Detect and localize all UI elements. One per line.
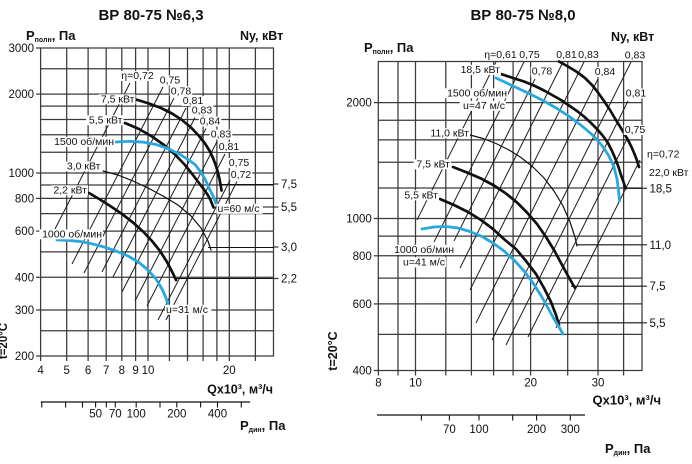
svg-text:Nу, кВт: Nу, кВт	[611, 30, 654, 44]
svg-text:800: 800	[15, 193, 34, 205]
svg-text:Рполн, Па: Рполн, Па	[364, 40, 414, 56]
svg-text:100: 100	[469, 424, 488, 436]
svg-text:18,5 кВт: 18,5 кВт	[461, 64, 501, 76]
svg-text:70: 70	[443, 424, 456, 436]
svg-text:400: 400	[353, 366, 372, 378]
svg-text:600: 600	[15, 226, 34, 238]
svg-text:400: 400	[15, 272, 34, 284]
svg-text:10: 10	[142, 365, 155, 377]
svg-text:800: 800	[353, 251, 372, 263]
svg-text:Рполн, Па: Рполн, Па	[26, 28, 76, 44]
svg-text:1000: 1000	[9, 168, 35, 180]
svg-text:t=20°C: t=20°C	[326, 331, 340, 370]
svg-text:1000 об/мин: 1000 об/мин	[42, 229, 102, 241]
svg-text:1000 об/мин: 1000 об/мин	[394, 244, 454, 256]
svg-text:0,83: 0,83	[211, 129, 232, 141]
svg-text:3,0: 3,0	[281, 242, 297, 254]
svg-text:8: 8	[119, 365, 125, 377]
svg-text:20: 20	[223, 365, 236, 377]
svg-text:η=0,72: η=0,72	[647, 149, 680, 161]
svg-text:t=20°C: t=20°C	[0, 323, 10, 359]
svg-text:400: 400	[208, 409, 227, 421]
svg-text:7: 7	[103, 365, 109, 377]
svg-text:Рдин, Па: Рдин, Па	[240, 418, 286, 434]
svg-text:ВР 80-75 №8,0: ВР 80-75 №8,0	[470, 7, 575, 24]
svg-text:3000: 3000	[9, 43, 35, 55]
svg-text:4: 4	[37, 365, 44, 377]
svg-text:ВР 80-75 №6,3: ВР 80-75 №6,3	[98, 7, 203, 24]
svg-text:10: 10	[409, 378, 422, 390]
svg-text:5,5 кВт: 5,5 кВт	[404, 190, 438, 202]
svg-text:30: 30	[592, 378, 605, 390]
svg-text:9: 9	[132, 365, 138, 377]
svg-text:2,2 кВт: 2,2 кВт	[53, 185, 87, 197]
svg-text:6: 6	[85, 365, 91, 377]
svg-text:0,83: 0,83	[625, 50, 646, 62]
svg-text:1500 об/мин: 1500 об/мин	[54, 136, 114, 148]
svg-text:Qх10³, м³/ч: Qх10³, м³/ч	[593, 393, 661, 408]
svg-text:100: 100	[127, 409, 146, 421]
svg-text:0,75: 0,75	[160, 75, 181, 87]
svg-text:2,2: 2,2	[281, 274, 297, 286]
svg-text:Qх10³, м³/ч: Qх10³, м³/ч	[207, 383, 273, 397]
svg-text:0,83: 0,83	[578, 49, 599, 61]
svg-text:0,84: 0,84	[200, 116, 221, 128]
svg-text:5,5: 5,5	[650, 318, 666, 330]
svg-text:300: 300	[15, 305, 34, 317]
svg-text:0,78: 0,78	[171, 85, 192, 97]
svg-text:18,5: 18,5	[650, 183, 672, 195]
svg-text:20: 20	[524, 378, 537, 390]
svg-text:5,5: 5,5	[281, 202, 297, 214]
svg-text:5: 5	[63, 365, 69, 377]
svg-text:7,5: 7,5	[650, 281, 666, 293]
svg-text:0,75: 0,75	[625, 124, 646, 136]
svg-text:0,81: 0,81	[219, 141, 240, 153]
svg-text:200: 200	[15, 351, 34, 363]
svg-text:η=0,72: η=0,72	[121, 70, 154, 82]
svg-text:7,5: 7,5	[281, 179, 297, 191]
svg-text:Nу, кВт: Nу, кВт	[240, 29, 283, 43]
svg-text:0,83: 0,83	[192, 105, 213, 117]
svg-text:3,0 кВт: 3,0 кВт	[67, 161, 101, 173]
svg-text:300: 300	[561, 424, 580, 436]
svg-text:7,5 кВт: 7,5 кВт	[101, 94, 135, 106]
svg-text:200: 200	[167, 409, 186, 421]
svg-text:0,81: 0,81	[626, 88, 647, 100]
svg-text:u=41 м/с: u=41 м/с	[403, 257, 445, 269]
svg-text:u=60 м/с: u=60 м/с	[218, 203, 260, 215]
svg-text:200: 200	[527, 424, 546, 436]
svg-text:1500 об/мин: 1500 об/мин	[447, 88, 507, 100]
svg-text:u=31 м/с: u=31 м/с	[166, 304, 208, 316]
svg-text:u=47 м/с: u=47 м/с	[463, 100, 505, 112]
svg-text:8: 8	[375, 378, 381, 390]
svg-text:600: 600	[353, 299, 372, 311]
svg-text:7,5 кВт: 7,5 кВт	[416, 159, 450, 171]
svg-text:0,84: 0,84	[595, 66, 616, 78]
svg-text:0,81: 0,81	[556, 49, 577, 61]
svg-text:2000: 2000	[346, 98, 372, 110]
svg-text:0,75: 0,75	[519, 49, 540, 61]
svg-text:50: 50	[89, 409, 102, 421]
svg-text:η=0,61: η=0,61	[484, 49, 517, 61]
svg-text:0,75: 0,75	[229, 157, 250, 169]
svg-text:Рдин, Па: Рдин, Па	[605, 441, 651, 457]
svg-text:70: 70	[109, 409, 122, 421]
svg-text:1000: 1000	[346, 214, 372, 226]
svg-text:22,0 кВт: 22,0 кВт	[649, 167, 689, 179]
svg-text:5,5 кВт: 5,5 кВт	[89, 115, 123, 127]
svg-text:11,0 кВт: 11,0 кВт	[430, 128, 469, 140]
svg-text:0,72: 0,72	[231, 169, 252, 181]
svg-text:0,81: 0,81	[183, 95, 204, 107]
svg-text:2000: 2000	[9, 89, 35, 101]
svg-text:11,0: 11,0	[650, 240, 672, 252]
svg-text:0,78: 0,78	[532, 66, 553, 78]
